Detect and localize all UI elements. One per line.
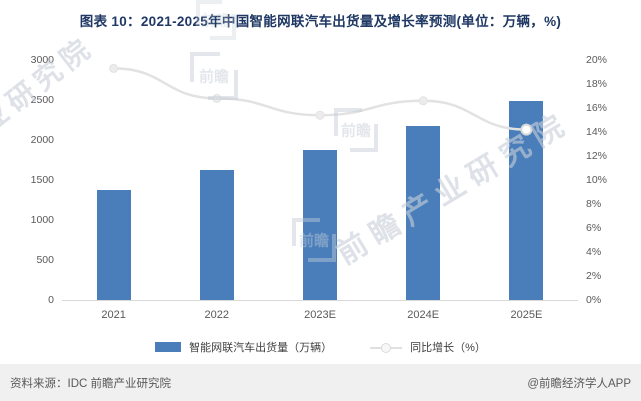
- qianzhan-logo-watermark: 前瞻: [334, 108, 378, 152]
- y-axis-right-tick: 6%: [586, 222, 602, 234]
- x-axis-label-2021: 2021: [101, 309, 126, 321]
- y-axis-right-tick: 12%: [586, 150, 608, 162]
- x-axis-line: [62, 300, 578, 301]
- y-axis-left-tick: 1000: [30, 214, 54, 226]
- y-axis-right-tick: 14%: [586, 126, 608, 138]
- y-axis-right-tick: 16%: [586, 102, 608, 114]
- y-axis-left-tick: 500: [36, 254, 54, 266]
- bar-2022: [199, 170, 234, 300]
- y-axis-right-tick: 0%: [586, 294, 602, 306]
- footer-bar: 资料来源：IDC 前瞻产业研究院 @前瞻经济学人APP: [0, 364, 641, 401]
- x-axis-label-2022: 2022: [204, 309, 230, 321]
- x-axis-label-2023E: 2023E: [304, 309, 336, 321]
- watermark-frame-icon: [190, 52, 238, 100]
- bar-2023E: [303, 150, 337, 300]
- y-axis-left-tick: 1500: [30, 174, 54, 186]
- bar-2024E: [406, 125, 441, 300]
- chart-legend: 智能网联汽车出货量（万辆） 同比增长（%）: [0, 339, 641, 355]
- bar-2025E: [509, 100, 544, 300]
- y-axis-left-tick: 2500: [30, 94, 54, 106]
- legend-bar-label: 智能网联汽车出货量（万辆）: [189, 342, 333, 354]
- x-axis-label-2024E: 2024E: [407, 309, 440, 321]
- line-marker-2023E: [315, 110, 325, 120]
- x-axis-label-2025E: 2025E: [510, 309, 543, 321]
- y-axis-right-tick: 4%: [586, 246, 602, 258]
- credit-text: @前瞻经济学人APP: [527, 377, 631, 390]
- line-marker-2022: [212, 93, 222, 103]
- y-axis-right-tick: 8%: [586, 198, 602, 210]
- line-marker-2021: [109, 63, 119, 73]
- y-axis-right-tick: 18%: [586, 78, 608, 90]
- legend-bar-swatch: [155, 342, 182, 352]
- watermark-frame-icon: [334, 108, 378, 152]
- y-axis-right-tick: 10%: [586, 174, 608, 186]
- y-axis-left-tick: 0: [48, 294, 54, 306]
- legend-line-swatch: [370, 342, 403, 353]
- legend-line-label: 同比增长（%）: [410, 342, 486, 354]
- source-text: 资料来源：IDC 前瞻产业研究院: [10, 377, 171, 390]
- qianzhan-logo-watermark: 前瞻: [190, 52, 238, 100]
- watermark-logo-text: 前瞻: [198, 68, 229, 86]
- y-axis-right-tick: 2%: [586, 270, 602, 282]
- y-axis-right-tick: 20%: [586, 54, 608, 66]
- chart-title: 图表 10：2021-2025年中国智能网联汽车出货量及增长率预测(单位：万辆，…: [79, 14, 562, 29]
- y-axis-left-tick: 2000: [30, 134, 54, 146]
- watermark-logo-text: 前瞻: [340, 122, 371, 140]
- bar-2021: [96, 190, 131, 300]
- line-marker-2024E: [418, 96, 428, 106]
- y-axis-left-tick: 3000: [30, 54, 54, 66]
